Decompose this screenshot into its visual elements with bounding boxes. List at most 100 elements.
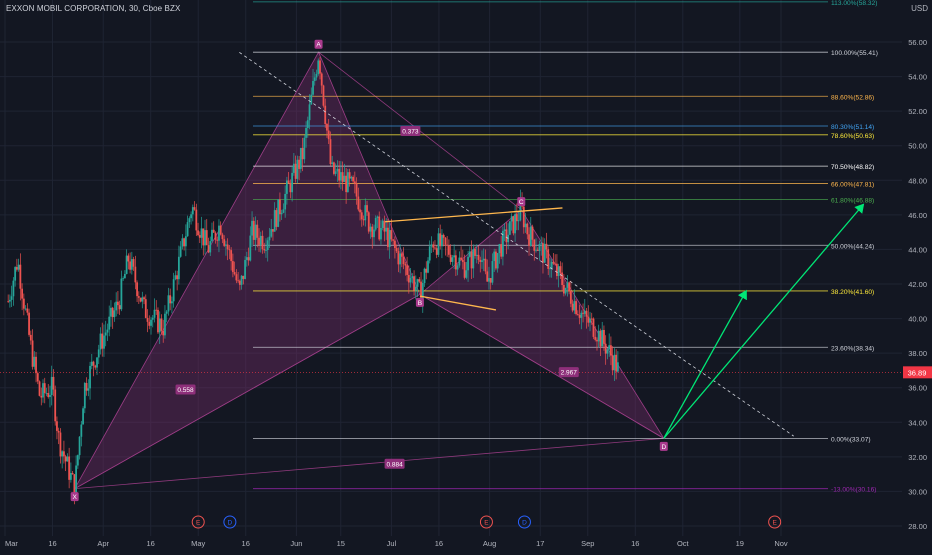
candle-body (329, 139, 332, 165)
candle-body (313, 77, 316, 81)
candle-body (479, 259, 482, 262)
y-tick-label: 38.00 (908, 349, 927, 358)
candle-body (82, 408, 84, 425)
candle-body (261, 235, 264, 250)
candle-body (522, 206, 525, 228)
candle-body (508, 221, 511, 235)
candle-body (550, 261, 553, 269)
candle-body (592, 318, 595, 337)
candle-body (273, 210, 276, 232)
candle-body (468, 251, 471, 257)
candle-body (503, 229, 506, 231)
candle-body (73, 474, 76, 498)
candle-body (420, 281, 422, 302)
pattern-labels: X A B C D 0.373 0.558 2.967 0.884 E D E D E (70, 39, 782, 529)
candle-body (353, 181, 356, 184)
candle-body (474, 249, 476, 256)
candle-body (226, 244, 229, 250)
candle-body (279, 199, 281, 215)
drawings (0, 52, 902, 439)
candle-body (460, 257, 462, 260)
candle-body (299, 147, 302, 169)
candle-body (252, 220, 255, 240)
candle-body (458, 257, 461, 266)
candle-body (153, 309, 156, 318)
candle-body (444, 237, 447, 245)
candle-body (165, 311, 168, 314)
candle-body (292, 163, 295, 173)
candle-body (306, 120, 309, 128)
candle-body (179, 246, 182, 257)
candle-body (364, 205, 367, 221)
candle-body (542, 243, 544, 263)
candle-body (601, 329, 604, 347)
candle-body (423, 268, 426, 284)
y-tick-label: 30.00 (908, 487, 927, 496)
candle-body (339, 172, 342, 181)
candle-body (136, 282, 138, 297)
candle-body (587, 316, 590, 323)
candle-body (151, 317, 154, 320)
point-label-a: A (316, 42, 321, 49)
candle-body (388, 230, 391, 248)
x-tick-label: 15 (337, 539, 345, 548)
candle-body (456, 265, 459, 270)
candle-body (446, 244, 449, 246)
candle-body (101, 333, 104, 349)
candle-body (594, 336, 597, 340)
candle-body (397, 251, 400, 265)
event-marker (223, 515, 237, 529)
candle-body (251, 220, 253, 236)
y-tick-label: 36.00 (908, 384, 927, 393)
candle-body (514, 214, 517, 234)
candle-body (188, 218, 191, 223)
candle-body (583, 310, 586, 314)
candle-body (472, 249, 475, 269)
candle-body (561, 272, 564, 285)
candle-body (486, 271, 489, 282)
candle-body (110, 307, 112, 317)
candle-body (366, 205, 368, 213)
candle-body (277, 199, 280, 227)
x-tick-label: 19 (736, 539, 744, 548)
candle-body (259, 235, 262, 245)
candle-body (535, 249, 537, 251)
candle-body (615, 354, 618, 372)
candle-body (610, 345, 612, 356)
candle-body (590, 318, 593, 320)
candle-body (265, 250, 267, 251)
x-tick-label: Nov (774, 539, 788, 548)
candle-body (298, 159, 300, 169)
candle-body (258, 237, 260, 245)
point-badge-b (415, 297, 424, 307)
candle-body (26, 308, 29, 313)
candle-body (118, 305, 121, 310)
candle-body (517, 220, 520, 222)
candle-body (87, 388, 90, 391)
fib-label: 38.20%(41.60) (831, 289, 874, 296)
candle-body (158, 318, 161, 333)
candle-body (211, 229, 213, 242)
ratio-badge (175, 384, 196, 395)
x-tick-label: Mar (5, 539, 18, 548)
candle-body (129, 261, 132, 270)
event-label: D (228, 520, 233, 527)
candle-body (184, 236, 187, 247)
y-tick-label: 52.00 (908, 107, 927, 116)
candle-body (207, 245, 210, 253)
ratio-badge (384, 458, 405, 469)
candle-body (141, 297, 144, 302)
candle-body (127, 255, 130, 262)
candle-body (448, 245, 450, 255)
candle-body (559, 266, 562, 273)
candle-body (549, 268, 551, 270)
candle-body (611, 355, 614, 371)
candle-body (336, 168, 339, 172)
candle-body (80, 424, 83, 437)
candle-body (111, 307, 114, 318)
candle-body (500, 244, 503, 257)
candle-body (191, 207, 194, 215)
candle-body (604, 343, 607, 354)
